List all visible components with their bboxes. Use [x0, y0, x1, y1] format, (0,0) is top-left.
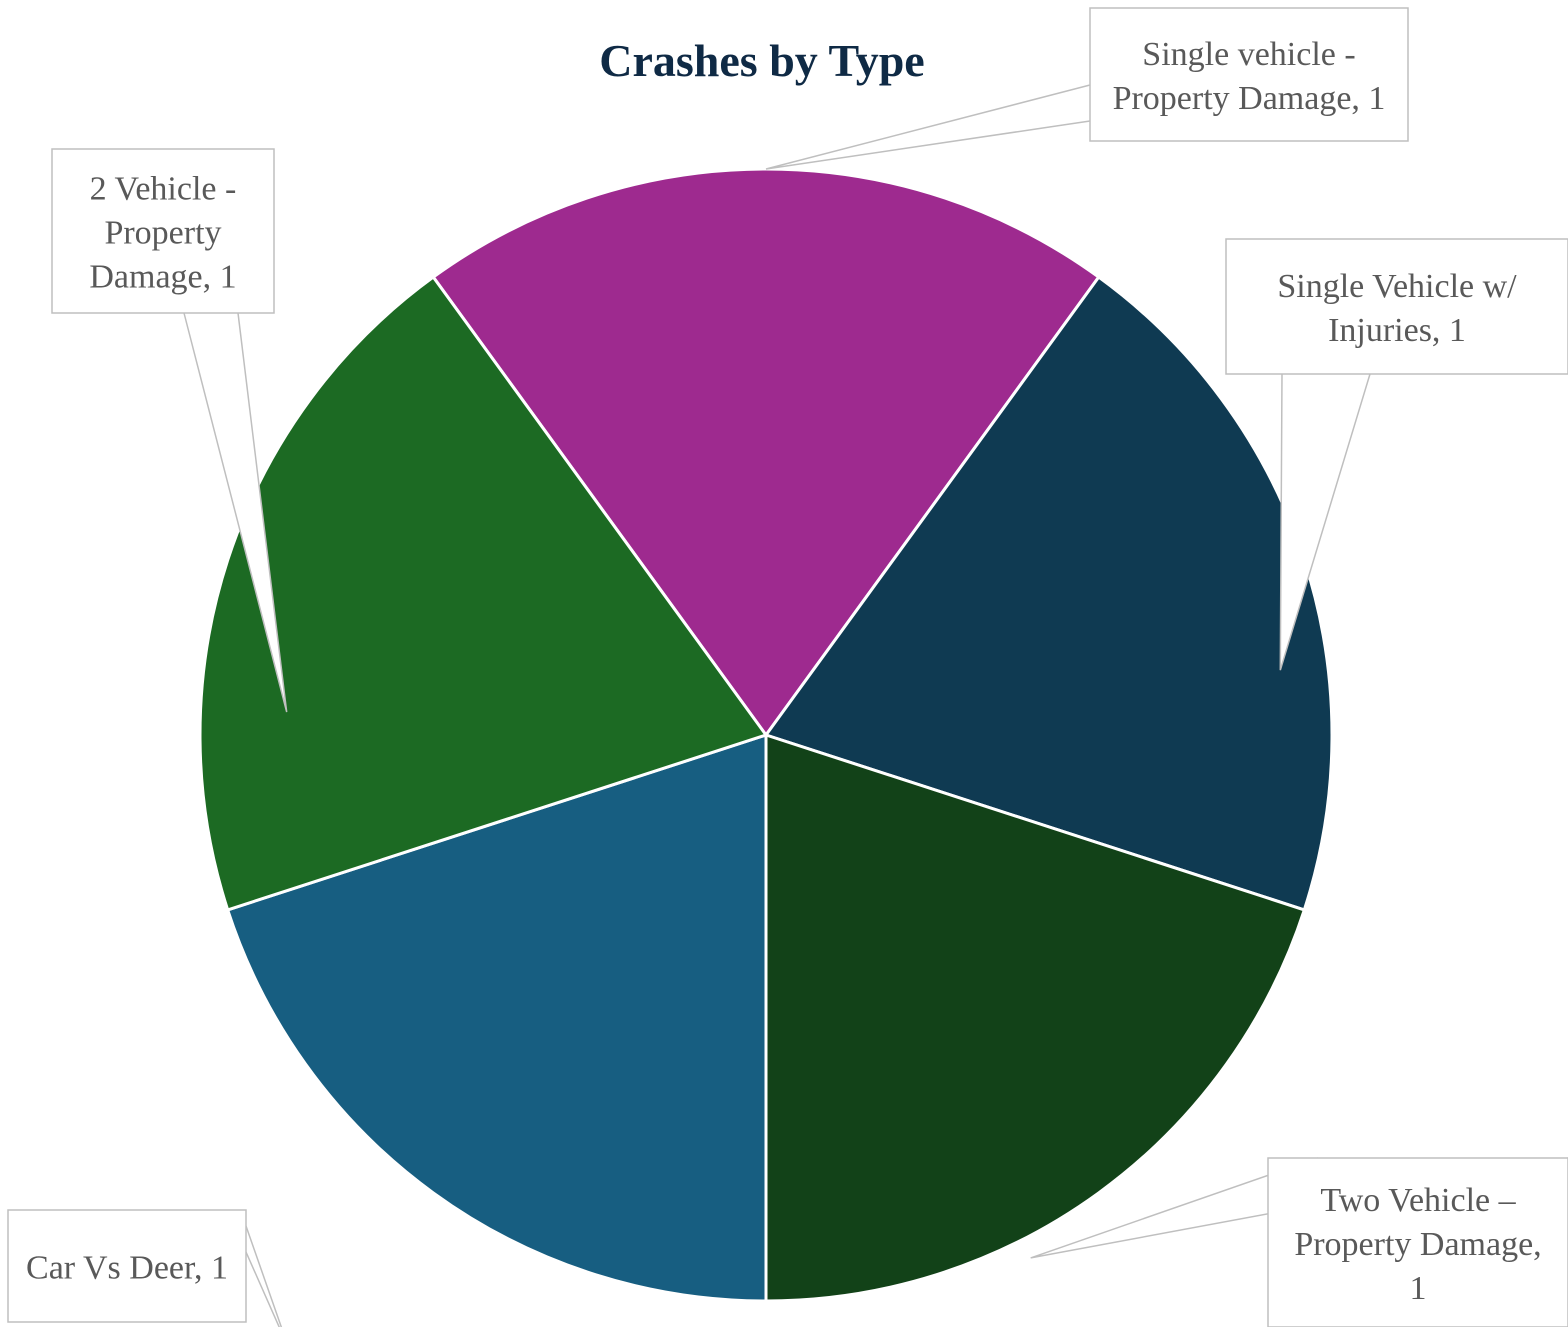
pie-slice [764, 732, 1307, 1303]
data-label-box [51, 148, 275, 314]
callout-leader [1279, 373, 1371, 671]
callout-leader [183, 312, 288, 713]
data-label: 2 Vehicle - Property Damage, 1 [89, 170, 236, 295]
data-label-line: Property [104, 214, 221, 251]
data-label-box [1225, 238, 1568, 375]
data-label-line: Property Damage, 1 [1113, 80, 1386, 117]
data-label: Two Vehicle – Property Damage, 1 [1294, 1182, 1541, 1307]
data-label-line: Single Vehicle w/ [1277, 268, 1517, 305]
data-label-line: Single vehicle - [1142, 36, 1355, 73]
data-label-line: 1 [1410, 1270, 1427, 1307]
data-label-line: Car Vs Deer, 1 [26, 1249, 228, 1286]
data-label-line: Injuries, 1 [1328, 312, 1466, 349]
data-label: Single vehicle - Property Damage, 1 [1113, 36, 1386, 117]
data-label: Single Vehicle w/Injuries, 1 [1277, 268, 1517, 349]
data-label-box [7, 1209, 247, 1323]
data-label-line: Property Damage, [1294, 1226, 1541, 1263]
data-label: Car Vs Deer, 1 [26, 1249, 228, 1286]
data-label-box [1267, 1157, 1568, 1327]
pie-slice [198, 275, 769, 912]
callout-leader [765, 84, 1091, 170]
data-label-line: 2 Vehicle - [90, 170, 237, 207]
chart-title: Crashes by Type [599, 35, 924, 86]
pie-slice [225, 732, 768, 1303]
callout-leader [245, 1225, 283, 1327]
data-label-line: Damage, 1 [89, 258, 236, 295]
data-label-line: Two Vehicle – [1320, 1182, 1516, 1219]
data-label-box [1089, 7, 1409, 142]
